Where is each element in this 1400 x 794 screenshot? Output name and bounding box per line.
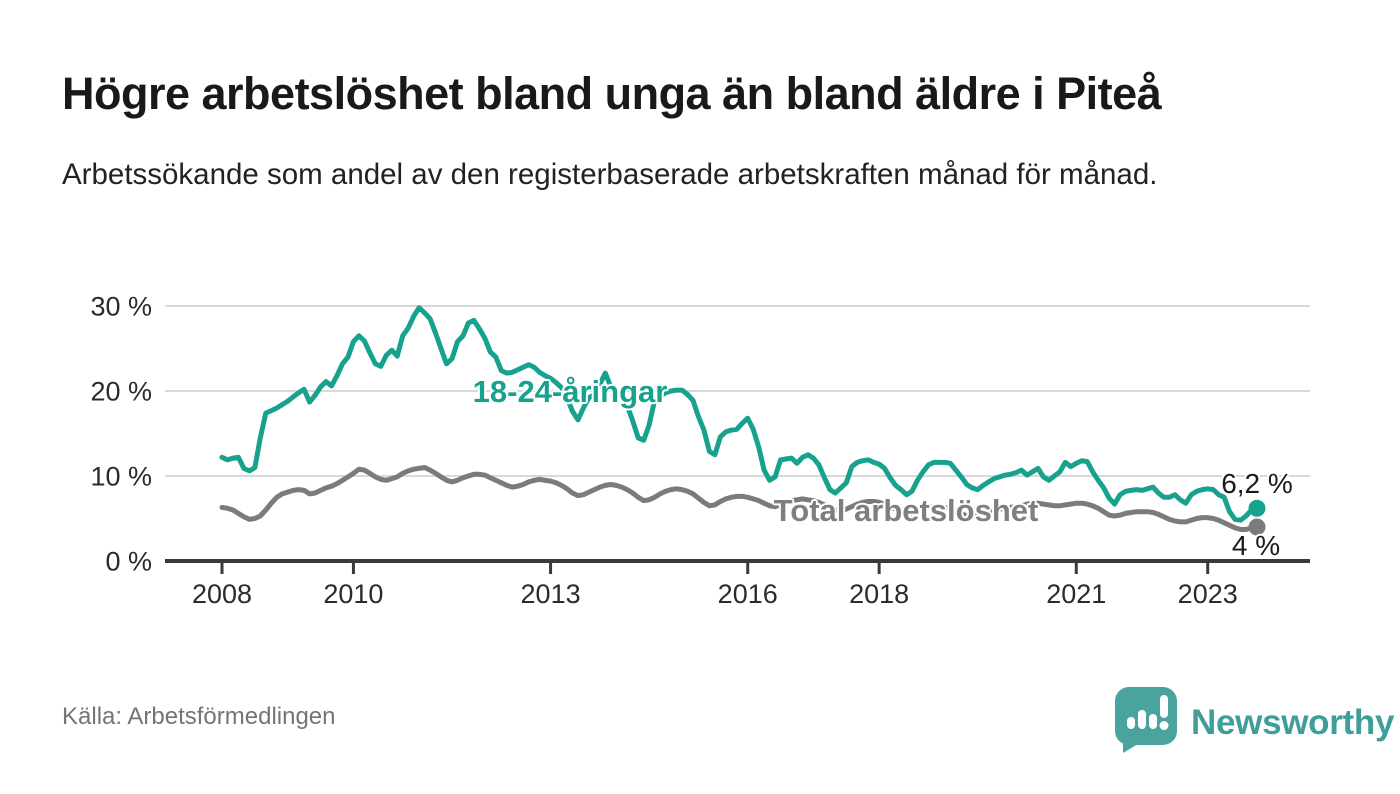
x-axis-label-2016: 2016: [718, 579, 778, 609]
page-subtitle: Arbetssökande som andel av den registerb…: [62, 158, 1158, 191]
newsworthy-wordmark: Newsworthy: [1191, 703, 1395, 742]
x-axis-label-2010: 2010: [323, 579, 383, 609]
end-dot-18-24: [1248, 499, 1266, 517]
newsworthy-logo: Newsworthy: [1115, 687, 1394, 759]
y-axis-label-30: 30 %: [90, 292, 152, 322]
source-note: Källa: Arbetsförmedlingen: [62, 703, 336, 730]
x-axis-label-2013: 2013: [521, 579, 581, 609]
grid-layer: 0 % 10 % 20 % 30 %: [90, 292, 1310, 577]
x-axis-label-2018: 2018: [849, 579, 909, 609]
page-title: Högre arbetslöshet bland unga än bland ä…: [62, 68, 1162, 119]
line-18-24-aringar: [219, 305, 1260, 523]
end-value-label-18-24: 6,2 %: [1221, 468, 1293, 499]
series-label-18-24: 18-24-åringar: [472, 374, 668, 409]
newsworthy-logo-icon: [1115, 687, 1179, 759]
line-total-arbetsloshet: [219, 465, 1260, 532]
y-axis-label-0: 0 %: [105, 547, 152, 577]
end-dot-total: [1248, 518, 1266, 536]
x-axis-label-2023: 2023: [1178, 579, 1238, 609]
series-label-total: Total arbetslöshet: [773, 493, 1039, 528]
x-axis-label-2021: 2021: [1046, 579, 1106, 609]
x-axis-label-2008: 2008: [192, 579, 252, 609]
y-axis-label-10: 10 %: [90, 462, 152, 492]
x-tick-layer: 2008 2010 2013 2016 2018 2021 2023: [192, 563, 1238, 609]
end-value-label-total: 4 %: [1231, 530, 1281, 561]
y-axis-label-20: 20 %: [90, 377, 152, 407]
